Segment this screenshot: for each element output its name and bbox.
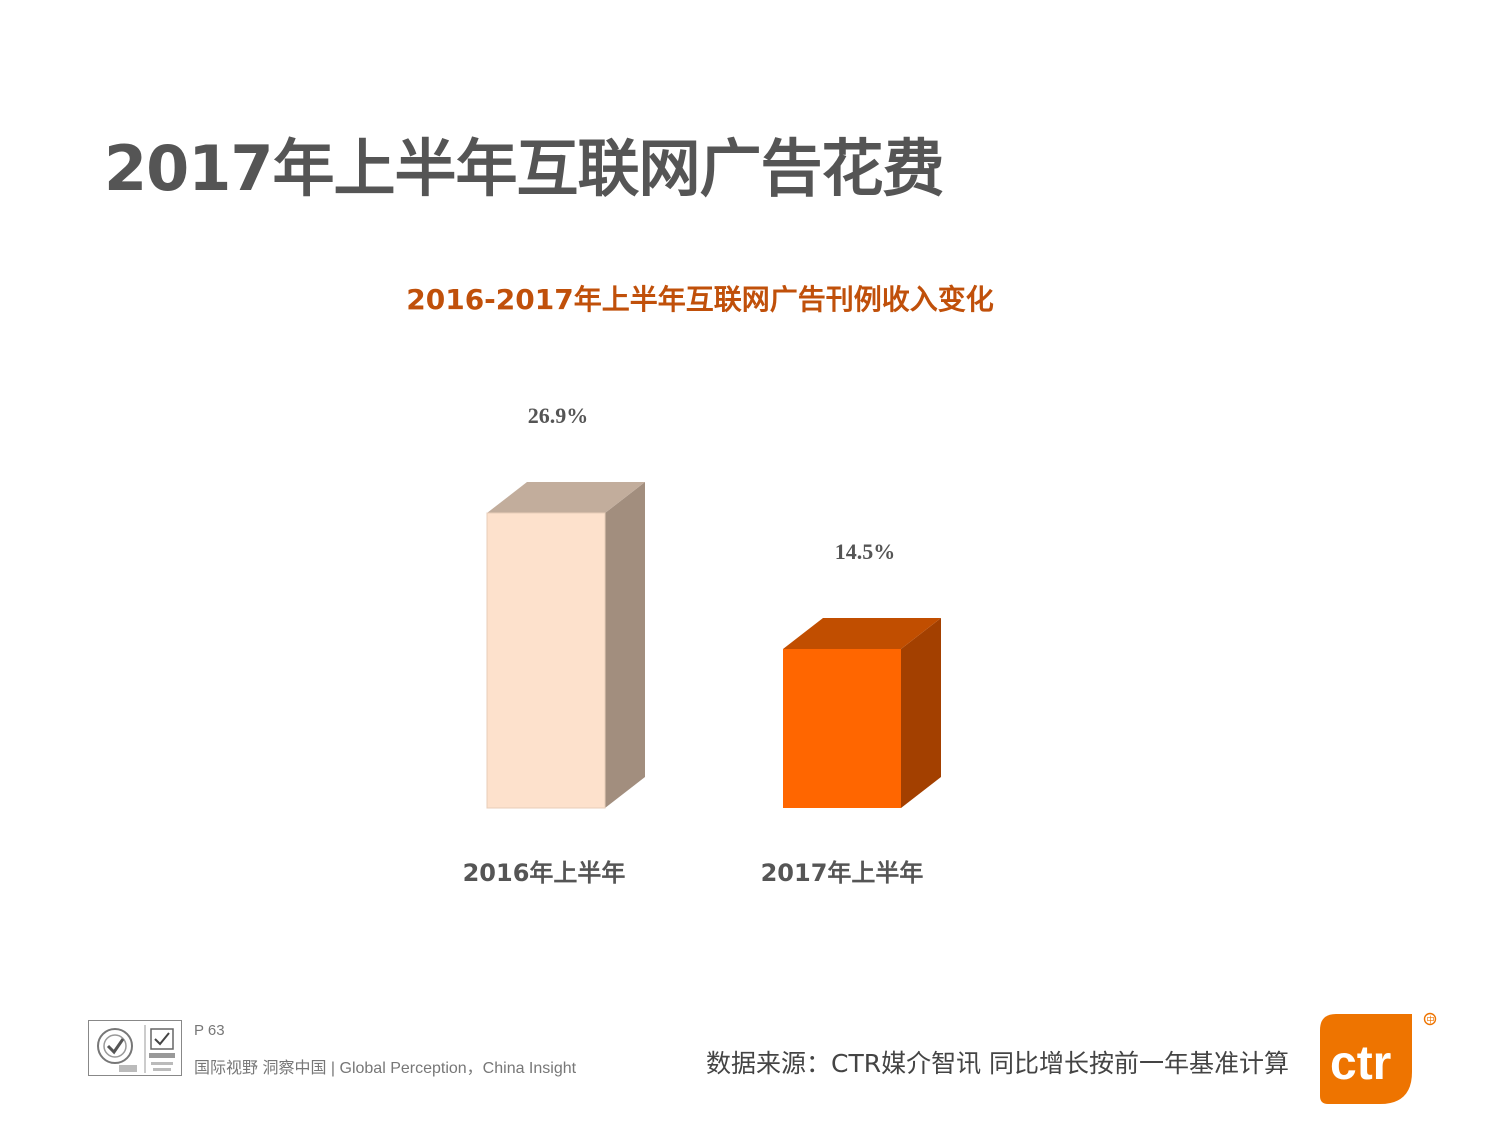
ctr-logo-text: ctr <box>1330 1037 1391 1090</box>
bar-1 <box>486 482 645 809</box>
ctr-logo: ctr 中 <box>1320 1012 1440 1106</box>
bar-2 <box>783 617 941 808</box>
value-label-1: 26.9% <box>528 403 589 428</box>
value-label-2: 14.5% <box>835 539 896 564</box>
certification-logos <box>88 1020 182 1076</box>
bar-top <box>783 617 941 649</box>
page-number: P 63 <box>194 1022 225 1039</box>
bar-side <box>901 617 941 808</box>
ukas-certification-icon <box>149 1028 175 1071</box>
bar-front <box>783 648 901 808</box>
category-label-2: 2017年上半年 <box>761 859 924 887</box>
data-source-note: 数据来源：CTR媒介智讯 同比增长按前一年基准计算 <box>706 1049 1290 1078</box>
bar-front <box>486 512 606 809</box>
bar-top <box>487 482 645 513</box>
bar-chart: 26.9% 2016年上半年 14.5% 2017年上半年 <box>463 403 941 887</box>
iso-certification-icon <box>97 1028 137 1072</box>
page-title: 2017年上半年互联网广告花费 <box>104 132 945 205</box>
chart-title: 2016-2017年上半年互联网广告刊例收入变化 <box>406 283 994 316</box>
tagline: 国际视野 洞察中国 | Global Perception，China Insi… <box>194 1060 577 1077</box>
category-label-1: 2016年上半年 <box>463 859 626 887</box>
svg-text:中: 中 <box>1427 1015 1435 1025</box>
bar-side <box>605 482 645 808</box>
